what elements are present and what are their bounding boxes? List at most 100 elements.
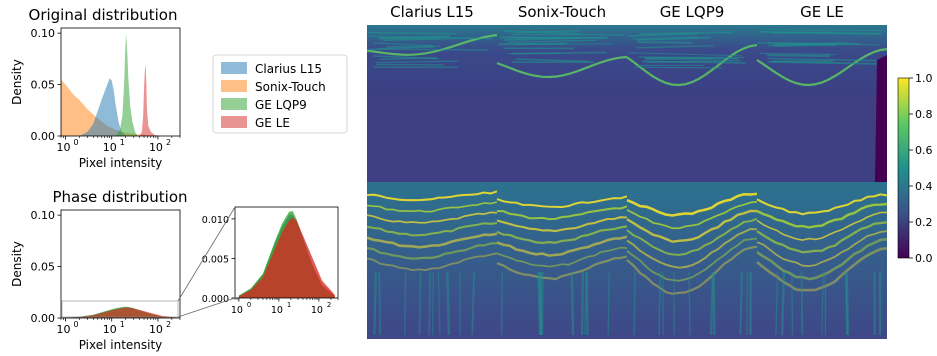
phase-streak — [633, 271, 636, 336]
phase-streak — [688, 271, 691, 336]
axes-frame — [60, 209, 181, 319]
speckle-streak — [759, 52, 836, 56]
speckle-streak — [639, 31, 733, 35]
phase-ridge — [756, 211, 888, 241]
image-cell-original-3 — [626, 25, 758, 182]
speckle-streak — [636, 36, 711, 41]
inset-zoom-region — [61, 300, 179, 318]
phase-ridge — [756, 221, 888, 254]
y-tick-label: 0.10 — [31, 27, 56, 40]
image-background — [497, 182, 627, 339]
x-tick-label: 10 — [56, 323, 70, 336]
x-tick-label: 10 — [149, 141, 163, 154]
ultrasound-image-grid — [366, 25, 888, 339]
x-tick-exponent: 1 — [287, 301, 291, 309]
colorbar-tick-label: 0.4 — [915, 180, 933, 193]
phase-streak — [580, 271, 584, 336]
density-area-ge-le — [65, 307, 177, 318]
legend-label: GE LE — [255, 116, 290, 130]
speckle-streak — [627, 52, 743, 57]
phase-streak — [712, 271, 716, 336]
x-tick-exponent: 0 — [73, 320, 78, 329]
speckle-streak — [498, 42, 567, 46]
phase-streak — [585, 271, 589, 336]
phase-ridge — [756, 237, 888, 281]
y-tick-label: 0.00 — [31, 312, 56, 325]
tissue-boundary — [366, 33, 498, 56]
phase-streak — [821, 271, 824, 336]
original-distribution-title: Original distribution — [29, 6, 178, 24]
phase-streak — [431, 271, 434, 336]
inset-connector-bottom — [177, 297, 236, 318]
x-tick-exponent: 2 — [166, 320, 171, 329]
image-background — [367, 182, 497, 339]
y-tick-label: 0.00 — [31, 130, 56, 143]
speckle-streak — [645, 57, 738, 61]
x-tick-label: 10 — [103, 323, 117, 336]
phase-streak — [800, 271, 804, 336]
speckle-streak — [377, 35, 451, 40]
inset-connector-top — [177, 206, 236, 302]
phase-ridge — [626, 245, 758, 295]
y-tick-label: 0.005 — [202, 254, 229, 265]
x-tick-label: 10 — [311, 305, 323, 316]
phase-ridge — [626, 217, 758, 256]
tissue-boundary — [756, 48, 888, 87]
phase-streak — [538, 271, 543, 336]
x-tick-exponent: 2 — [166, 138, 171, 147]
phase-ridge — [626, 209, 758, 243]
phase-ridge — [756, 193, 888, 216]
phase-ridge — [626, 237, 758, 282]
phase-ridge — [496, 255, 628, 281]
phase-ridge — [366, 201, 498, 213]
colorbar-tick-label: 1.0 — [915, 72, 933, 85]
phase-ridge — [366, 242, 498, 260]
speckle-streak — [757, 42, 836, 46]
phase-ridge — [496, 246, 628, 268]
speckle-streak — [368, 48, 489, 51]
y-tick-label: 0.000 — [202, 294, 229, 305]
speckle-streak — [511, 33, 625, 36]
column-title: Sonix-Touch — [518, 3, 606, 21]
x-tick-exponent: 0 — [247, 301, 251, 309]
phase-streak — [437, 271, 441, 336]
phase-ridge — [366, 232, 498, 249]
phase-streak — [446, 271, 451, 336]
speckle-streak — [628, 32, 699, 37]
image-cell-phase-3 — [626, 182, 758, 339]
legend-label: Clarius L15 — [255, 62, 322, 76]
x-tick-exponent: 1 — [120, 320, 125, 329]
y-tick-label: 0.10 — [31, 209, 56, 222]
speckle-streak — [635, 66, 723, 69]
image-texture — [367, 25, 497, 96]
tissue-boundary — [496, 55, 628, 79]
speckle-streak — [631, 36, 699, 40]
speckle-streak — [504, 37, 580, 42]
phase-streak — [373, 271, 377, 336]
phase-ridge — [496, 225, 628, 245]
x-tick-label: 10 — [149, 323, 163, 336]
column-title: Clarius L15 — [390, 3, 474, 21]
phase-streak — [658, 271, 661, 336]
legend-swatch-sonix-touch — [221, 80, 247, 92]
density-area-ge-lqp9 — [115, 33, 138, 136]
y-axis-label: Density — [10, 59, 24, 105]
speckle-streak — [378, 46, 436, 50]
y-tick-label: 0.05 — [31, 261, 56, 274]
phase-ridge — [626, 228, 758, 269]
speckle-streak — [373, 42, 433, 47]
speckle-streak — [504, 30, 582, 35]
x-axis-label: Pixel intensity — [79, 156, 163, 170]
legend-swatch-ge-le — [221, 116, 247, 128]
speckle-streak — [376, 60, 458, 64]
phase-ridge — [366, 252, 498, 272]
phase-streak — [607, 271, 610, 336]
image-cell-original-1 — [366, 25, 498, 182]
y-tick-label: 0.05 — [31, 79, 56, 92]
colorbar-tick-label: 0.0 — [915, 252, 933, 265]
colorbar-tick-label: 0.8 — [915, 108, 933, 121]
legend-label: GE LQP9 — [255, 98, 307, 112]
